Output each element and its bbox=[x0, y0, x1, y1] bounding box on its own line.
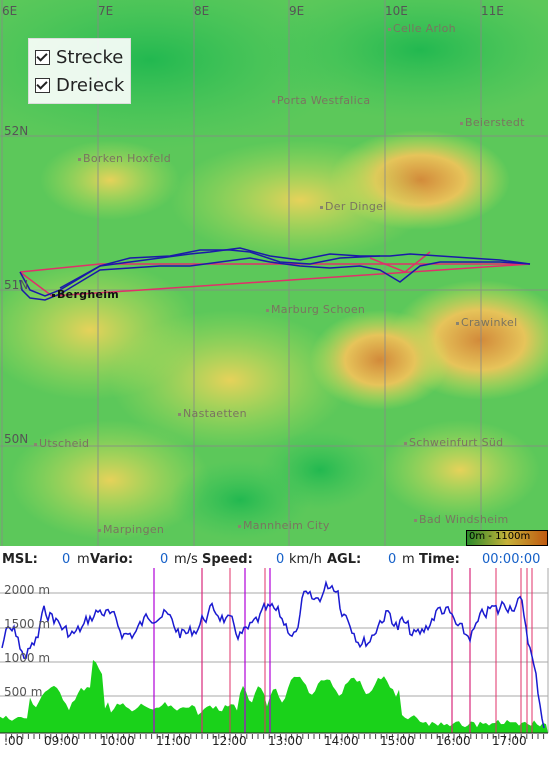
alt-axis-label: 500 m bbox=[4, 685, 43, 699]
layer-label: Dreieck bbox=[56, 74, 125, 96]
layer-label: Strecke bbox=[56, 46, 124, 68]
altitude-trace bbox=[1, 579, 545, 729]
place-label: Nastaetten bbox=[178, 407, 247, 420]
vario-unit: m/s bbox=[174, 552, 198, 567]
speed-unit: km/h bbox=[289, 552, 322, 567]
alt-axis-label: 1000 m bbox=[4, 651, 51, 665]
flight-track bbox=[19, 247, 531, 301]
grid-label-lon: 8E bbox=[194, 4, 210, 18]
msl-value: 0 bbox=[62, 552, 71, 567]
grid-label-lon: 9E bbox=[289, 4, 305, 18]
time-axis-label: 14:00 bbox=[324, 734, 359, 748]
ground-elevation-area bbox=[0, 660, 548, 733]
place-label: Schweinfurt Süd bbox=[404, 436, 503, 449]
map-grid bbox=[0, 0, 548, 546]
layer-legend: Strecke Dreieck bbox=[28, 38, 132, 104]
place-label: Celle Arloh bbox=[388, 22, 456, 35]
place-label: Crawinkel bbox=[456, 316, 517, 329]
checkbox-checked-icon[interactable] bbox=[35, 77, 50, 93]
agl-value: 0 bbox=[388, 552, 397, 567]
agl-unit: m bbox=[402, 552, 415, 567]
place-label: Der Dingel bbox=[320, 200, 387, 213]
time-axis-label: 15:00 bbox=[380, 734, 415, 748]
time-axis-label: 11:00 bbox=[156, 734, 191, 748]
msl-label: MSL: bbox=[2, 552, 38, 567]
grid-label-lat: 51N bbox=[4, 278, 29, 292]
time-axis-label: 12:00 bbox=[212, 734, 247, 748]
grid-label-lon: 11E bbox=[481, 4, 504, 18]
checkbox-checked-icon[interactable] bbox=[35, 49, 50, 65]
layer-toggle-strecke[interactable]: Strecke bbox=[35, 43, 124, 71]
place-label: Marpingen bbox=[98, 523, 164, 536]
scale-label: 0m - 1100m bbox=[469, 531, 531, 542]
grid-label-lon: 6E bbox=[2, 4, 18, 18]
time-value: 00:00:00 bbox=[482, 552, 541, 567]
grid-label-lat: 52N bbox=[4, 124, 29, 138]
time-label: Time: bbox=[419, 552, 460, 567]
elevation-scale: 0m - 1100m bbox=[466, 530, 548, 546]
time-axis-label: 13:00 bbox=[268, 734, 303, 748]
place-label: Borken Hoxfeld bbox=[78, 152, 171, 165]
place-label: Mannheim City bbox=[238, 519, 330, 532]
map-view[interactable]: 6E 7E 8E 9E 10E 11E 52N 51N 50N Celle Ar… bbox=[0, 0, 548, 546]
grid-label-lon: 7E bbox=[98, 4, 114, 18]
alt-axis-label: 2000 m bbox=[4, 583, 51, 597]
place-label: Beierstedt bbox=[460, 116, 525, 129]
grid-label-lat: 50N bbox=[4, 432, 29, 446]
place-label: Bad Windsheim bbox=[414, 513, 509, 526]
speed-label: Speed: bbox=[202, 552, 253, 567]
grid-label-lon: 10E bbox=[385, 4, 408, 18]
time-axis-label: 16:00 bbox=[436, 734, 471, 748]
vario-label: Vario: bbox=[90, 552, 134, 567]
agl-label: AGL: bbox=[327, 552, 362, 567]
barogram-chart[interactable] bbox=[0, 568, 552, 759]
layer-toggle-dreieck[interactable]: Dreieck bbox=[35, 71, 124, 99]
time-axis-label: 10:00 bbox=[100, 734, 135, 748]
turnpoint-markers bbox=[153, 568, 533, 733]
time-axis-label: :00 bbox=[4, 734, 24, 748]
vario-value: 0 bbox=[160, 552, 169, 567]
place-label: Porta Westfalica bbox=[272, 94, 370, 107]
place-label: Bergheim bbox=[52, 288, 119, 301]
msl-unit: m bbox=[77, 552, 90, 567]
status-bar: MSL: 0 m Vario: 0 m/s Speed: 0 km/h AGL:… bbox=[0, 548, 552, 570]
alt-axis-label: 1500 m bbox=[4, 617, 51, 631]
terrain-map bbox=[0, 0, 548, 546]
speed-value: 0 bbox=[276, 552, 285, 567]
place-label: Marburg Schoen bbox=[266, 303, 365, 316]
place-label: Utscheid bbox=[34, 437, 89, 450]
time-axis-label: 17:00 bbox=[492, 734, 527, 748]
time-axis-label: 09:00 bbox=[44, 734, 79, 748]
